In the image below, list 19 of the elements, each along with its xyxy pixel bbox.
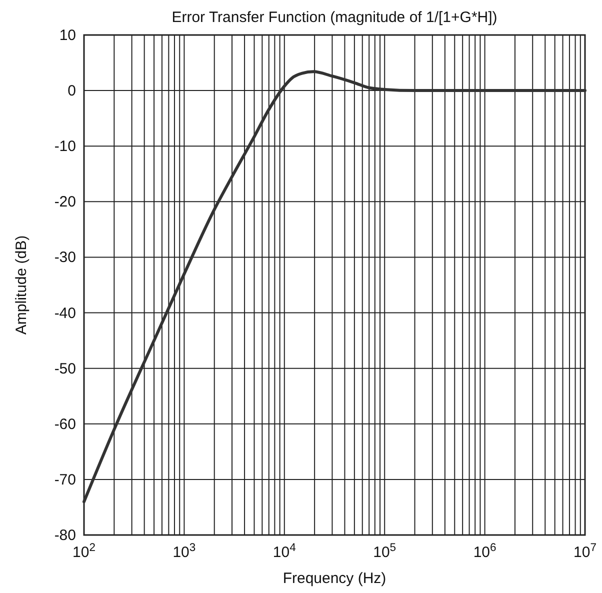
x-tick-label: 10$^{3}$ bbox=[172, 542, 196, 561]
y-tick-label: 10 bbox=[59, 27, 76, 44]
y-tick-label: -70 bbox=[54, 471, 76, 488]
x-tick-label: 10$^{5}$ bbox=[373, 542, 396, 561]
x-axis-title: Frequency (Hz) bbox=[282, 570, 386, 587]
x-tick-label: 10$^{4}$ bbox=[272, 542, 296, 561]
y-tick-label: -10 bbox=[54, 138, 76, 156]
y-tick-label: -80 bbox=[54, 527, 76, 544]
y-tick-label: 0 bbox=[68, 82, 76, 100]
x-tick-label: 10$^{2}$ bbox=[72, 542, 96, 561]
y-tick-label: -50 bbox=[54, 360, 76, 378]
y-tick-label: -40 bbox=[54, 304, 76, 322]
y-tick-label: -20 bbox=[54, 194, 76, 211]
y-axis-title: Amplitude (dB) bbox=[13, 235, 30, 335]
y-tick-label: -60 bbox=[54, 416, 76, 433]
y-tick-label: -30 bbox=[54, 249, 76, 266]
x-tick-label: 10$^{6}$ bbox=[473, 542, 496, 561]
chart-title: Error Transfer Function (magnitude of 1/[1+G*H]) bbox=[172, 9, 498, 26]
x-tick-label: 10$^{7}$ bbox=[574, 542, 596, 561]
